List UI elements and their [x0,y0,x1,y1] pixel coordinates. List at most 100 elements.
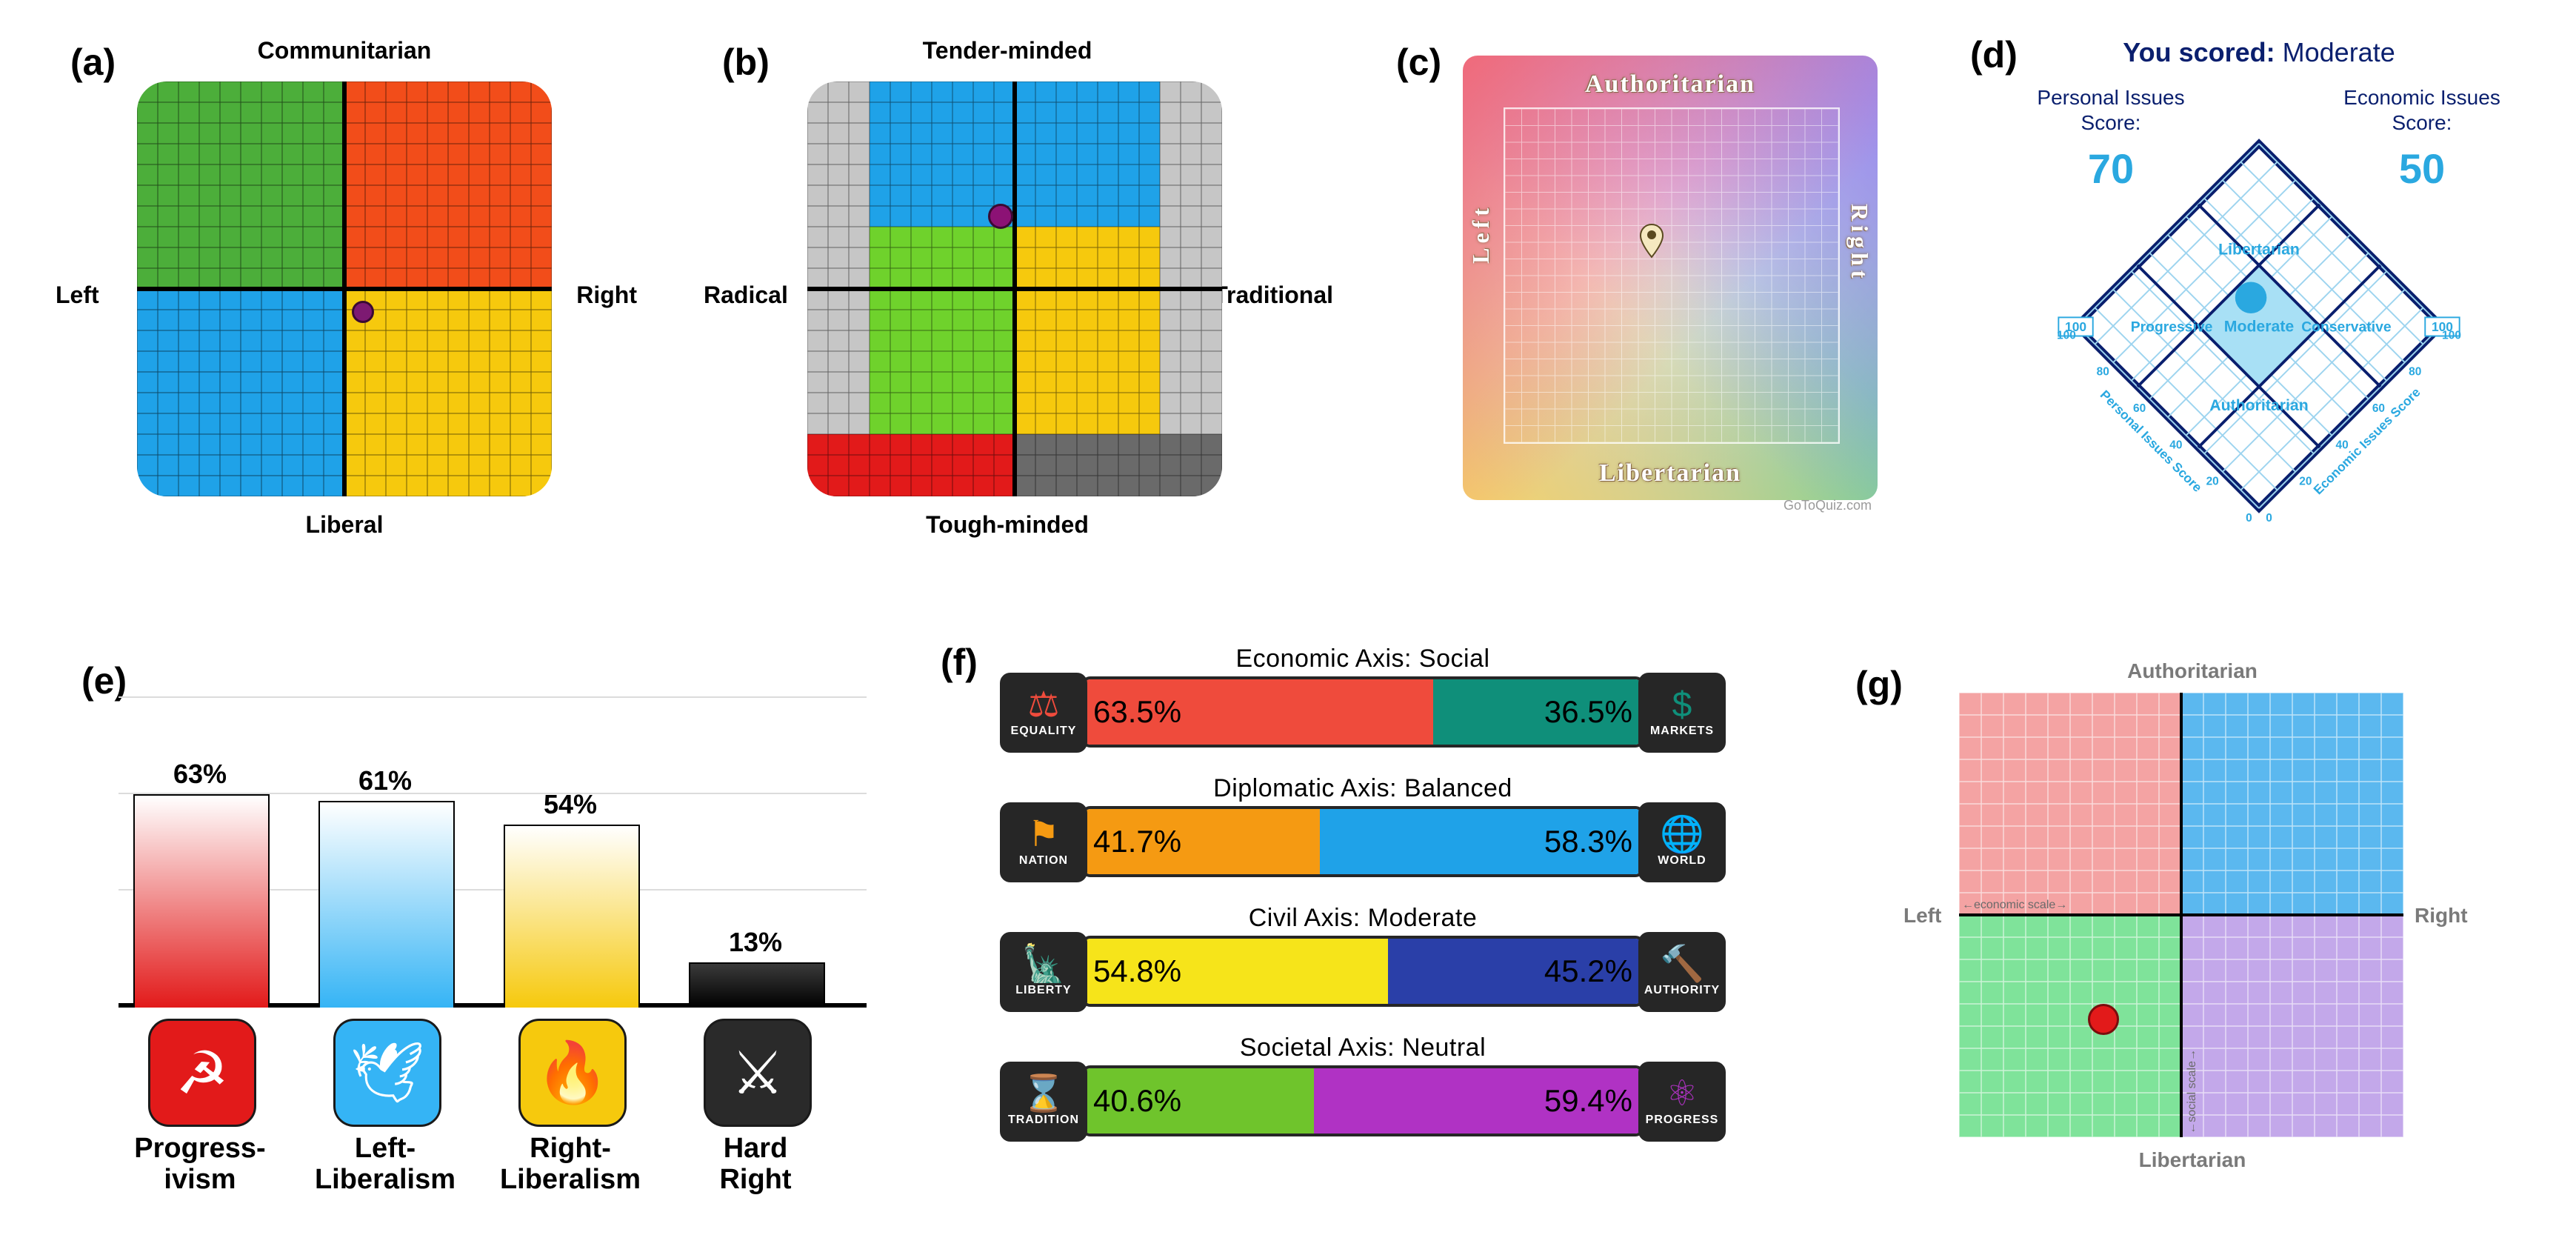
axis-track: 40.6%59.4% [1081,1065,1644,1136]
scales-icon: ⚖EQUALITY [1000,673,1087,753]
panel-c-label: (c) [1396,41,1441,84]
bar [318,801,455,1008]
globe-icon: 🌐WORLD [1638,802,1726,882]
bar-caption: Right- Liberalism [478,1134,663,1196]
bar-value: 13% [689,927,822,958]
d-top: Libertarian [2218,240,2300,258]
axis-track: 54.8%45.2% [1081,936,1644,1007]
quad-tl [1959,693,2181,915]
panel-f-label: (f) [941,641,978,684]
bar-caption: Left- Liberalism [293,1134,478,1196]
svg-text:100: 100 [2057,329,2076,342]
axis-row: Economic Axis: Social63.5%36.5%⚖EQUALITY… [1000,645,1726,741]
panel-c: (c) Authoritarian Libertarian Left Right… [1355,15,1941,563]
gavel-icon: 🔨AUTHORITY [1638,932,1726,1012]
liberty-icon: 🗽LIBERTY [1000,932,1087,1012]
bar-chart-area: 63% 61% 54% 13% [119,667,867,1008]
panel-g: (g) Authoritarian Libertarian Left Right… [1822,630,2563,1222]
d-title: You scored: Moderate [1955,37,2563,68]
bar-caption: Progress- ivism [107,1134,293,1196]
axis-right-seg: 59.4% [1314,1068,1641,1134]
svg-text:80: 80 [2097,366,2109,379]
dollar-icon: $MARKETS [1638,673,1726,753]
region [807,434,1015,496]
axis-h [807,287,1222,291]
dove-icon: 🕊 [333,1019,441,1127]
svg-text:40: 40 [2336,439,2349,451]
axis-top: Tender-minded [681,37,1333,64]
svg-text:80: 80 [2409,366,2421,379]
d-center: Moderate [2224,318,2295,336]
axis-h [137,287,552,291]
axis-right: Traditional [1213,282,1333,309]
region [870,372,1015,434]
atom-icon: ⚛PROGRESS [1638,1062,1726,1142]
axis-row: Societal Axis: Neutral40.6%59.4%⌛TRADITI… [1000,1033,1726,1130]
axis-left: Radical [704,282,788,309]
svg-text:0: 0 [2246,512,2252,525]
compass-grid [807,81,1222,496]
axis-left-seg: 41.7% [1084,809,1320,874]
axis-bottom: Libertarian [1822,1148,2563,1172]
axis-row: Diplomatic Axis: Balanced41.7%58.3%⚑NATI… [1000,774,1726,871]
bar [504,825,640,1008]
bar-value: 61% [318,765,452,796]
bar-caption: Hard Right [663,1134,848,1196]
panel-b: (b) Tender-minded Tough-minded Radical T… [681,15,1333,563]
nolan-diamond: Libertarian Moderate Authoritarian Progr… [2044,111,2474,541]
d-title-value: Moderate [2283,37,2395,67]
pin-marker [1638,223,1665,259]
label-top: Authoritarian [1463,70,1878,99]
result-marker [2088,1004,2119,1035]
axis-right-seg: 36.5% [1433,679,1641,745]
axis-title: Economic Axis: Social [1000,645,1726,673]
flag-icon: ⚑NATION [1000,802,1087,882]
axis-right-seg: 45.2% [1388,939,1641,1004]
axis-left: Left [56,282,99,309]
result-marker [988,204,1013,229]
axis-left-seg: 63.5% [1084,679,1433,745]
label-left: Left [1467,204,1495,264]
region [870,81,1015,227]
mini-soc: ←social scale→ [2186,1049,2199,1134]
bar [689,962,825,1008]
axis-top: Authoritarian [1822,659,2563,683]
axis-row: Civil Axis: Moderate54.8%45.2%🗽LIBERTY🔨A… [1000,904,1726,1000]
panel-a: (a) Communitarian Liberal Left Right [30,15,659,563]
bar-value: 63% [133,759,267,790]
svg-text:60: 60 [2372,402,2385,415]
hourglass-icon: ⌛TRADITION [1000,1062,1087,1142]
svg-text:0: 0 [2266,512,2272,525]
bar-value: 54% [504,789,637,820]
d-bottom: Authoritarian [2209,396,2308,414]
region [870,227,1015,372]
quad-br [2181,915,2403,1137]
d-right: Conservative [2301,320,2392,336]
watermark: GoToQuiz.com [1783,498,1872,513]
label-right: Right [1846,204,1873,282]
label-bottom: Libertarian [1463,459,1878,487]
panel-d: (d) You scored: Moderate Personal Issues… [1955,15,2563,563]
axis-right-seg: 58.3% [1320,809,1641,874]
region [1015,372,1160,434]
svg-text:40: 40 [2169,439,2182,451]
mini-econ: ←economic scale→ [1962,899,2067,912]
region [1015,434,1222,496]
gridline [119,696,867,698]
quad-tr [2181,693,2403,915]
axis-left: Left [1903,904,1941,928]
axis-top: Communitarian [30,37,659,64]
axis-track: 41.7%58.3% [1081,806,1644,877]
panel-f: (f) Economic Axis: Social63.5%36.5%⚖EQUA… [918,630,1770,1222]
axis-bottom: Liberal [30,511,659,539]
axis-title: Societal Axis: Neutral [1000,1033,1726,1062]
gridlines-icon [1505,109,1838,442]
compass-grid: ←economic scale→ ←social scale→ [1959,693,2403,1137]
panel-e: (e) 63%61%54%13% ☭🕊🔥⚔ Progress- ivismLef… [30,630,889,1222]
region [1015,227,1160,372]
region [1015,81,1160,227]
quad-br [344,289,552,496]
quad-tr [344,81,552,289]
d-left: Progressive [2131,320,2213,336]
map-pin-icon [1638,223,1665,259]
